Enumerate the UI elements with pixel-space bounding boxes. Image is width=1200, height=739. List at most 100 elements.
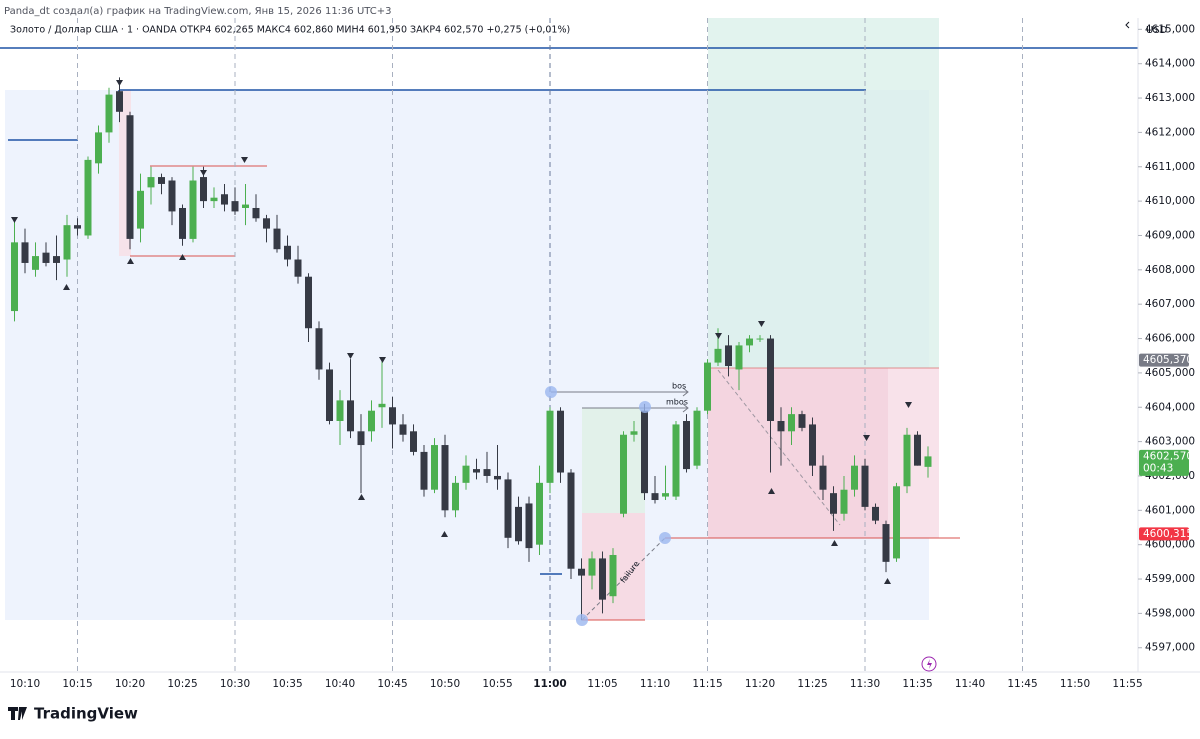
candle-body — [399, 424, 407, 435]
candle-body — [767, 338, 774, 421]
candle-body — [525, 503, 533, 549]
marker — [347, 353, 354, 359]
x-tick-label: 11:10 — [640, 678, 670, 690]
pivot-point — [639, 401, 651, 413]
candle-body — [389, 407, 396, 425]
candle-body — [662, 493, 669, 497]
candle-body — [315, 328, 323, 370]
candle-body — [714, 348, 722, 363]
candle-body — [903, 434, 911, 487]
candle-body — [21, 242, 29, 263]
candle-body — [588, 558, 596, 576]
x-tick-label: 11:00 — [533, 678, 566, 690]
y-tick-label: 4607,000 — [1145, 298, 1195, 310]
candle-body — [326, 369, 333, 421]
candle-body — [168, 180, 176, 212]
candle-body — [809, 424, 816, 466]
x-tick-label: 11:30 — [850, 678, 880, 690]
y-tick-label: 4597,000 — [1145, 642, 1195, 654]
candle-body — [179, 207, 186, 239]
candle-body — [494, 475, 501, 480]
marker — [200, 170, 207, 176]
candle-body — [515, 506, 522, 542]
candle-body — [651, 493, 659, 501]
fractal-markers — [11, 80, 912, 584]
x-tick-label: 10:30 — [220, 678, 250, 690]
candle-body — [231, 201, 239, 212]
price-tag — [1139, 353, 1189, 367]
candle-body — [189, 180, 197, 239]
candle-body — [882, 524, 890, 562]
y-tick-label: 4609,000 — [1145, 229, 1195, 241]
candle-body — [914, 434, 921, 466]
legend: Золото / Доллар США · 1 · OANDA ОТКР4 60… — [10, 25, 570, 36]
x-tick-label: 11:15 — [692, 678, 722, 690]
x-tick-label: 10:40 — [325, 678, 355, 690]
candle-body — [147, 177, 155, 188]
marker — [379, 357, 386, 363]
candle-body — [693, 410, 701, 466]
candle-body — [683, 420, 690, 470]
candle-body — [11, 242, 18, 312]
candle-body — [609, 554, 617, 597]
candle-body — [620, 434, 627, 514]
x-tick-label: 10:10 — [10, 678, 40, 690]
candle-body — [420, 451, 428, 490]
candle-body — [788, 414, 795, 432]
header: Panda_dt создал(а) график на TradingView… — [4, 6, 392, 17]
price-tag-label: 4602,570 — [1143, 450, 1193, 462]
x-tick-label: 11:20 — [745, 678, 775, 690]
candle-body — [273, 228, 281, 250]
marker — [358, 494, 365, 500]
price-tag — [1139, 449, 1189, 476]
y-tick-label: 4604,000 — [1145, 401, 1195, 413]
candle-body — [210, 197, 218, 202]
x-tick-label: 10:50 — [430, 678, 460, 690]
candle-body — [294, 259, 302, 277]
candle-body — [735, 345, 743, 370]
candle-body — [641, 410, 648, 494]
x-tick-label: 10:15 — [62, 678, 92, 690]
candle-body — [777, 420, 785, 432]
x-tick-label: 11:25 — [797, 678, 827, 690]
candles — [11, 77, 932, 621]
y-tick-label: 4613,000 — [1145, 92, 1195, 104]
candle-body — [473, 469, 480, 473]
y-tick-label: 4599,000 — [1145, 573, 1195, 585]
pivot-point — [576, 614, 588, 626]
candle-body — [578, 568, 585, 576]
swing-line — [717, 369, 841, 526]
y-tick-label: 4615,000 — [1145, 23, 1195, 35]
candle-body — [599, 558, 606, 600]
candle-body — [336, 400, 344, 421]
stop-zone — [708, 368, 888, 538]
marker — [715, 333, 722, 339]
x-tick-label: 11:40 — [955, 678, 985, 690]
target-zone — [582, 408, 645, 513]
candle-body — [200, 177, 207, 202]
marker — [758, 321, 765, 327]
collapse-icon[interactable] — [1125, 21, 1130, 29]
marker — [831, 540, 838, 546]
y-tick-label: 4608,000 — [1145, 264, 1195, 276]
x-tick-label: 10:20 — [115, 678, 145, 690]
alert-icon[interactable] — [921, 656, 937, 672]
y-tick-label: 4598,000 — [1145, 607, 1195, 619]
countdown: 00:43 — [1143, 462, 1173, 474]
x-tick-label: 11:45 — [1007, 678, 1037, 690]
candle-body — [672, 424, 680, 497]
logo: TradingView — [34, 705, 138, 723]
candle-body — [546, 410, 554, 483]
candle-body — [410, 431, 417, 452]
failure-line — [581, 537, 666, 621]
alert-icon[interactable] — [927, 659, 932, 669]
marker — [863, 435, 870, 441]
marker — [241, 157, 248, 163]
candle-body — [126, 115, 134, 239]
y-tick-label: 4614,000 — [1145, 58, 1195, 70]
x-tick-label: 10:55 — [482, 678, 512, 690]
marker — [884, 578, 891, 584]
grid — [77, 18, 1023, 672]
marker — [179, 254, 186, 260]
marker — [441, 531, 448, 537]
